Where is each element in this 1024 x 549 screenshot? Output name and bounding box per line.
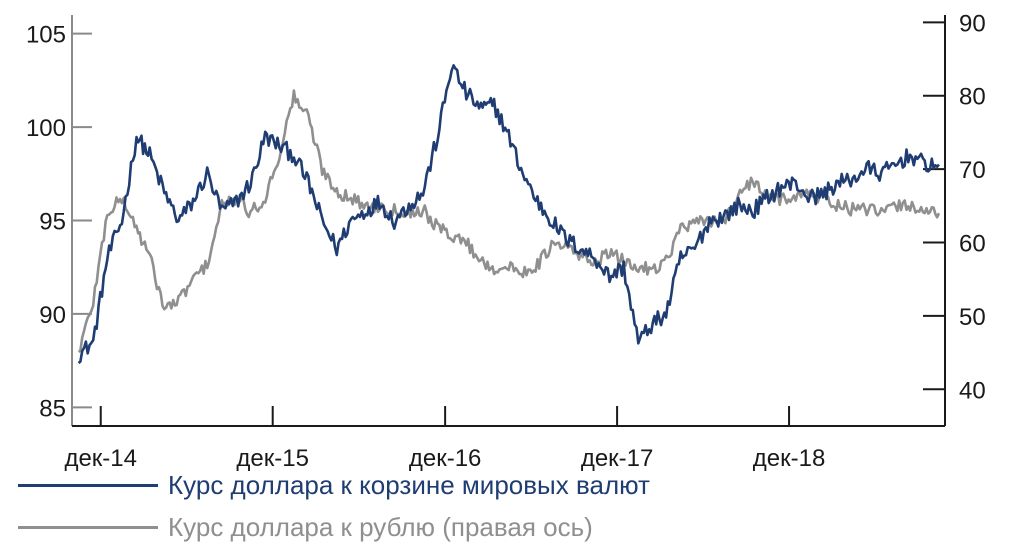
left-tick-label: 85 <box>39 395 66 422</box>
series-line-1 <box>77 64 940 365</box>
x-tick-label: дек-17 <box>581 445 654 472</box>
x-tick-label: дек-15 <box>236 445 309 472</box>
left-tick-label: 105 <box>26 22 66 49</box>
left-tick-label: 90 <box>39 302 66 329</box>
right-tick-label: 90 <box>959 10 986 37</box>
legend-label-series-1: Курс доллара к корзине мировых валют <box>168 470 650 500</box>
x-tick-label: дек-18 <box>753 445 826 472</box>
series-line-2 <box>77 89 941 354</box>
axes: 85 90 95 100 105 40 50 60 70 80 90 дек-14 дек-15 дек-… <box>26 10 986 472</box>
left-tick-label: 100 <box>26 115 66 142</box>
right-tick-label: 40 <box>959 377 986 404</box>
legend-item-series-2: Курс доллара к рублю (правая ось) <box>18 512 593 543</box>
left-tick-label: 95 <box>39 209 66 236</box>
legend-swatch-series-1 <box>18 484 158 487</box>
right-tick-label: 60 <box>959 231 986 258</box>
x-tick-label: дек-14 <box>64 445 137 472</box>
series-lines <box>77 64 941 365</box>
legend-label-series-2: Курс доллара к рублю (правая ось) <box>168 512 593 542</box>
legend-item-series-1: Курс доллара к корзине мировых валют <box>18 470 650 501</box>
legend-swatch-series-2 <box>18 526 158 529</box>
right-tick-label: 80 <box>959 84 986 111</box>
right-tick-label: 50 <box>959 304 986 331</box>
x-tick-label: дек-16 <box>409 445 482 472</box>
right-tick-label: 70 <box>959 157 986 184</box>
